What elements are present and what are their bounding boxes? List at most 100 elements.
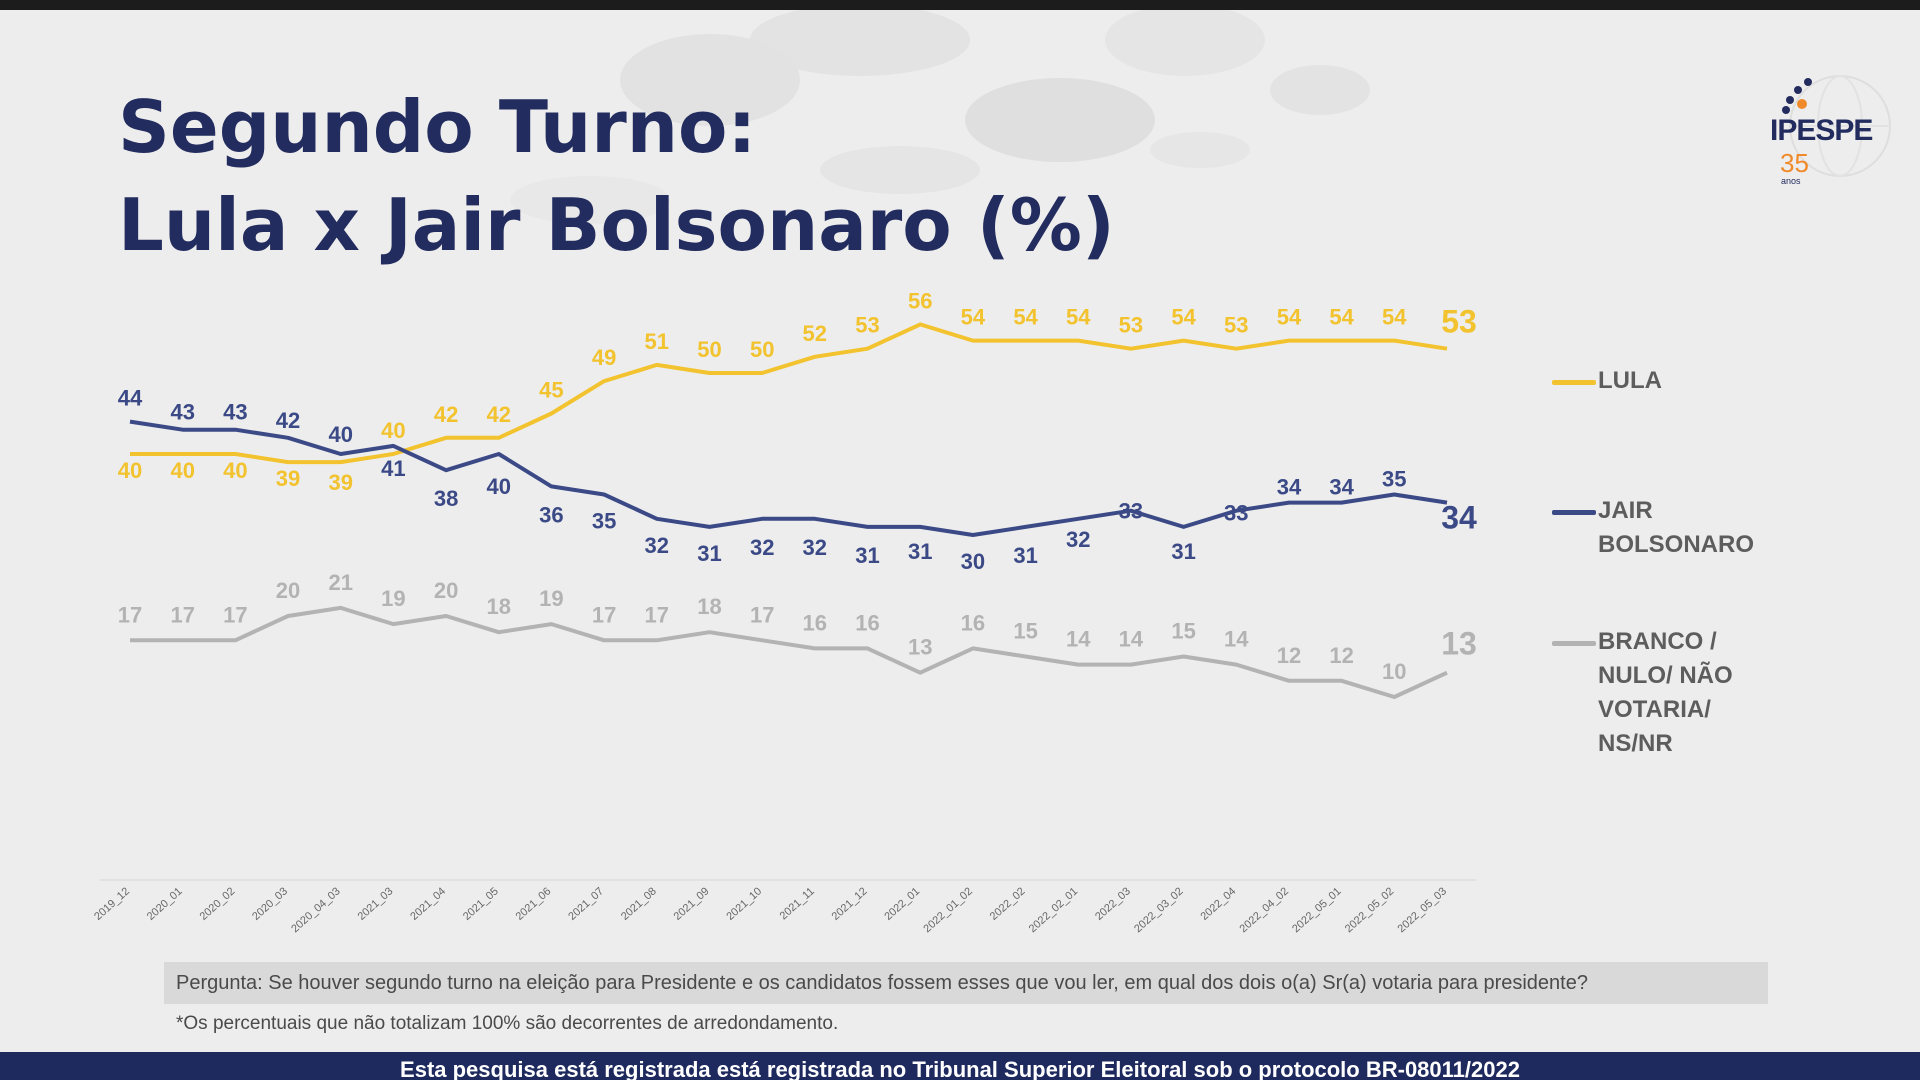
x-tick-label: 2020_01 <box>145 885 185 923</box>
data-label: 32 <box>803 535 827 560</box>
data-label: 41 <box>381 456 405 481</box>
data-label: 14 <box>1119 627 1144 652</box>
data-label: 19 <box>539 586 563 611</box>
data-label: 13 <box>908 635 932 660</box>
data-label: 33 <box>1119 499 1143 524</box>
data-label: 38 <box>434 486 458 511</box>
data-label: 30 <box>961 549 985 574</box>
data-label: 14 <box>1066 627 1091 652</box>
logo-globe-icon <box>1782 75 1891 177</box>
logo-text: IPESPE <box>1770 114 1873 147</box>
data-label: 40 <box>328 422 352 447</box>
data-label: 40 <box>381 418 405 443</box>
x-tick-label: 2021_03 <box>356 885 396 923</box>
data-label: 42 <box>434 402 458 427</box>
x-tick-label: 2021_07 <box>566 885 606 923</box>
legend-swatch <box>1552 380 1596 385</box>
data-label: 32 <box>645 533 669 558</box>
data-label: 31 <box>1171 539 1195 564</box>
data-label: 17 <box>118 602 142 627</box>
data-label: 54 <box>1013 305 1038 330</box>
data-label: 56 <box>908 290 932 313</box>
data-label: 31 <box>697 541 721 566</box>
page-title: Segundo Turno: Lula x Jair Bolsonaro (%) <box>118 78 1115 274</box>
data-label: 50 <box>697 337 721 362</box>
x-tick-label: 2022_05_03 <box>1396 885 1450 935</box>
x-tick-label: 2019_12 <box>92 885 132 923</box>
data-label: 17 <box>592 602 616 627</box>
footnote: *Os percentuais que não totalizam 100% s… <box>176 1013 839 1034</box>
data-label: 39 <box>276 466 300 491</box>
x-tick-label: 2022_04_02 <box>1238 885 1292 935</box>
x-tick-label: 2020_02 <box>198 885 238 923</box>
data-label: 31 <box>1013 543 1037 568</box>
data-label: 10 <box>1382 659 1406 684</box>
data-label: 34 <box>1277 475 1302 500</box>
x-tick-label: 2022_03 <box>1093 885 1133 923</box>
x-tick-label: 2020_04_03 <box>289 885 343 935</box>
data-label: 16 <box>803 610 827 635</box>
title-line-2: Lula x Jair Bolsonaro (%) <box>118 183 1115 267</box>
x-tick-label: 2022_05_02 <box>1343 885 1397 935</box>
data-label: 39 <box>328 470 352 495</box>
data-label: 16 <box>855 610 879 635</box>
logo-number: 35 <box>1780 148 1809 178</box>
x-tick-label: 2022_02 <box>988 885 1028 923</box>
data-label: 35 <box>592 509 616 534</box>
data-label: 49 <box>592 345 616 370</box>
data-label: 54 <box>961 305 986 330</box>
data-label: 34 <box>1441 500 1477 536</box>
data-label: 54 <box>1066 305 1091 330</box>
data-label: 53 <box>1441 304 1477 340</box>
data-label: 20 <box>434 578 458 603</box>
legend-label: JAIR BOLSONARO <box>1598 497 1754 558</box>
x-tick-label: 2021_12 <box>830 885 870 923</box>
data-label: 54 <box>1382 305 1407 330</box>
data-label: 53 <box>1119 313 1143 338</box>
data-label: 20 <box>276 578 300 603</box>
data-label: 34 <box>1329 475 1354 500</box>
title-line-1: Segundo Turno: <box>118 85 757 169</box>
data-label: 12 <box>1277 643 1301 668</box>
data-label: 17 <box>750 602 774 627</box>
data-label: 43 <box>223 400 247 425</box>
ipespe-logo: IPESPE 35 anos <box>1762 64 1892 194</box>
legend-label: BRANCO / NULO/ NÃO VOTARIA/ NS/NR <box>1598 628 1733 757</box>
data-label: 44 <box>118 386 143 411</box>
data-label: 52 <box>803 321 827 346</box>
x-tick-label: 2021_11 <box>778 885 817 922</box>
x-tick-label: 2021_08 <box>619 885 659 923</box>
x-tick-label: 2022_05_01 <box>1290 885 1344 935</box>
series-line-0 <box>130 322 1448 465</box>
x-tick-label: 2021_04 <box>408 885 448 923</box>
series-line-1 <box>129 419 1448 537</box>
data-label: 18 <box>487 594 511 619</box>
legend-swatch <box>1552 641 1596 646</box>
logo-subtitle: anos <box>1781 176 1801 186</box>
data-label: 54 <box>1329 305 1354 330</box>
x-tick-label: 2022_02_01 <box>1027 885 1081 935</box>
data-label: 31 <box>908 539 932 564</box>
background-decoration <box>510 10 1370 224</box>
data-label: 53 <box>1224 313 1248 338</box>
data-label: 35 <box>1382 467 1406 492</box>
data-label: 21 <box>328 570 352 595</box>
data-label: 40 <box>223 458 247 483</box>
data-label: 54 <box>1277 305 1302 330</box>
data-label: 36 <box>539 502 563 527</box>
data-label: 17 <box>223 602 247 627</box>
x-tick-label: 2022_03_02 <box>1132 885 1186 935</box>
legend-label: LULA <box>1598 367 1662 394</box>
data-label: 45 <box>539 378 563 403</box>
data-label: 31 <box>855 543 879 568</box>
data-label: 17 <box>645 602 669 627</box>
survey-question: Pergunta: Se houver segundo turno na ele… <box>164 962 1768 1004</box>
x-tick-label: 2021_10 <box>724 885 764 923</box>
data-label: 40 <box>487 474 511 499</box>
data-label: 16 <box>961 610 985 635</box>
line-chart: 40 40 40 39 39 40 42 42 45 49 51 50 50 52 53 56 54 54 54 53… <box>92 290 1477 935</box>
data-label: 32 <box>1066 527 1090 552</box>
data-label: 40 <box>170 458 194 483</box>
data-label: 43 <box>170 400 194 425</box>
data-label: 12 <box>1329 643 1353 668</box>
